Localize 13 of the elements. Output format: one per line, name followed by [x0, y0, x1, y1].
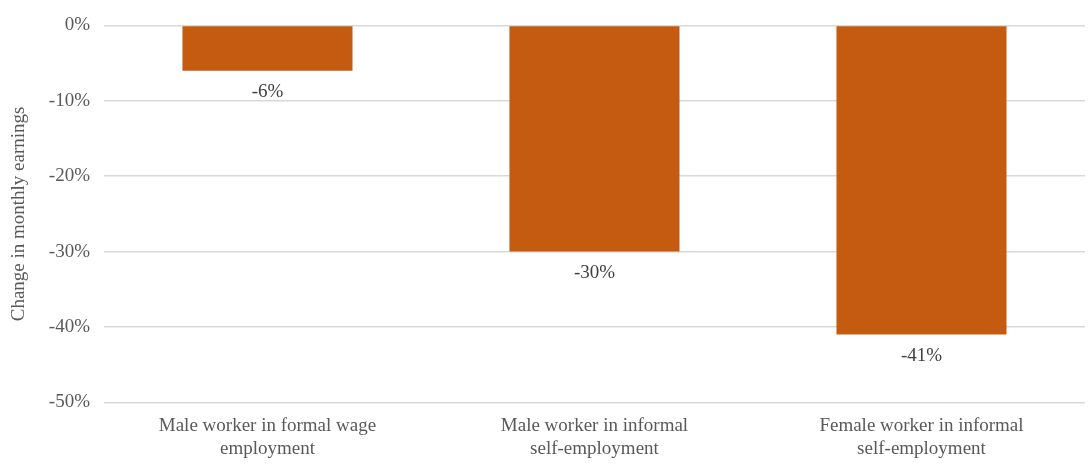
y-tick-label: -30% — [48, 239, 91, 261]
y-tick-label: -10% — [48, 88, 91, 110]
data-label: -30% — [573, 261, 616, 283]
y-tick-label: -40% — [48, 314, 91, 336]
y-tick-label: -20% — [48, 164, 91, 186]
data-label: -41% — [900, 344, 943, 366]
x-tick-label: Female worker in informal self-employment — [819, 413, 1024, 458]
y-axis-title: Change in monthly earnings — [7, 106, 29, 322]
x-tick-label: Male worker in formal wage employment — [158, 413, 377, 458]
data-label: -6% — [251, 80, 284, 102]
y-tick-label: 0% — [64, 13, 91, 35]
y-tick-label: -50% — [48, 390, 91, 412]
x-tick-label: Male worker in informal self-employment — [500, 413, 689, 458]
